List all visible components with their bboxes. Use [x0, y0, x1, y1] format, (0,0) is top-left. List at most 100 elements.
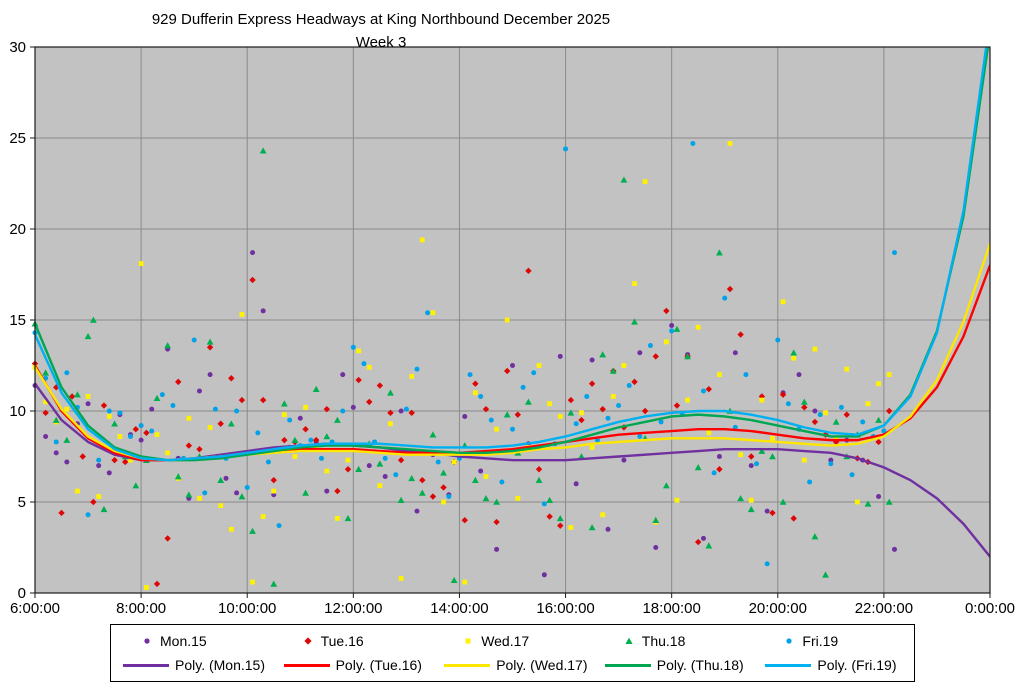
scatter-point-series3 [249, 527, 256, 534]
scatter-point-series2 [547, 401, 553, 407]
scatter-point-series0 [366, 463, 372, 469]
scatter-point-series0 [350, 404, 356, 410]
scatter-point-series0 [297, 415, 303, 421]
scatter-point-series1 [249, 276, 256, 284]
scatter-point-series2 [844, 366, 850, 372]
scatter-point-series2 [695, 324, 701, 330]
scatter-point-series3 [74, 391, 81, 398]
scatter-point-series4 [499, 479, 505, 485]
scatter-point-series0 [892, 546, 897, 552]
scatter-point-series4 [669, 328, 675, 334]
scatter-point-series3 [450, 576, 458, 584]
scatter-point-series1 [811, 418, 819, 426]
scatter-point-series4 [520, 384, 526, 390]
scatter-point-series3 [779, 498, 787, 505]
scatter-point-series0 [43, 433, 49, 439]
scatter-point-series1 [503, 367, 511, 375]
legend-entry-fri19[interactable]: Fri.19 [753, 633, 914, 649]
scatter-point-series1 [748, 453, 755, 460]
scatter-point-series3 [800, 398, 808, 405]
scatter-point-series0 [637, 350, 643, 356]
scatter-point-series1 [631, 378, 638, 386]
scatter-point-series1 [599, 405, 606, 413]
legend-entry-wed17[interactable]: Wed.17 [432, 633, 593, 649]
scatter-point-series2 [324, 468, 330, 474]
scatter-point-series3 [694, 464, 702, 471]
scatter-point-series3 [599, 351, 607, 358]
scatter-point-series0 [64, 459, 70, 465]
scatter-point-series3 [546, 496, 554, 503]
mon15-dot-icon [141, 635, 153, 647]
scatter-point-series1 [726, 285, 734, 293]
scatter-point-series2 [207, 424, 213, 430]
scatter-point-series2 [271, 488, 277, 494]
fri19-dot-icon [783, 635, 795, 647]
scatter-point-series1 [121, 458, 129, 466]
scatter-point-series0 [876, 494, 882, 500]
scatter-point-series1 [419, 476, 426, 484]
scatter-point-series3 [185, 491, 193, 498]
scatter-point-series0 [764, 508, 770, 514]
scatter-point-series3 [588, 524, 596, 531]
scatter-point-series1 [557, 522, 564, 529]
scatter-point-series1 [323, 405, 331, 413]
scatter-point-series4 [96, 457, 102, 463]
scatter-point-series0 [653, 545, 659, 550]
scatter-point-series1 [567, 396, 575, 404]
chart-legend[interactable]: Mon.15 Tue.16 Wed.17 Thu.18 Fri.19 [110, 624, 915, 682]
legend-entry-poly-wed17[interactable]: Poly. (Wed.17) [432, 657, 593, 673]
scatter-point-series0 [138, 437, 144, 443]
chart-svg[interactable]: 6:00:00 8:00:00 10:00:00 12:00:00 14:00:00 16… [0, 0, 1024, 620]
scatter-point-series3 [397, 496, 405, 503]
scatter-point-series2 [865, 401, 871, 407]
scatter-point-series1 [366, 398, 373, 406]
legend-entry-thu18[interactable]: Thu.18 [593, 633, 754, 649]
scatter-point-series1 [578, 416, 585, 424]
legend-entry-poly-fri19[interactable]: Poly. (Fri.19) [753, 657, 914, 673]
legend-entry-mon15[interactable]: Mon.15 [111, 633, 272, 649]
scatter-point-series3 [790, 349, 798, 356]
scatter-point-series2 [568, 525, 574, 530]
scatter-point-series3 [206, 338, 214, 345]
scatter-point-series3 [482, 494, 490, 502]
scatter-point-series0 [324, 488, 330, 494]
x-tick-label: 18:00:00 [642, 600, 700, 617]
scatter-point-series2 [536, 363, 542, 368]
scatter-point-series4 [117, 410, 123, 416]
scatter-point-series2 [419, 237, 425, 243]
scatter-point-series4 [775, 337, 781, 343]
scatter-point-series2 [228, 526, 234, 532]
scatter-point-series4 [446, 494, 452, 500]
x-tick-label: 6:00:00 [10, 600, 60, 617]
scatter-point-series2 [515, 495, 521, 501]
legend-label-poly-tue16: Poly. (Tue.16) [335, 657, 422, 673]
scatter-point-series2 [75, 488, 80, 494]
scatter-point-series2 [770, 435, 775, 441]
scatter-point-series4 [510, 426, 515, 432]
scatter-point-series1 [716, 466, 723, 473]
scatter-point-series2 [409, 374, 415, 379]
thu18-triangle-icon [623, 635, 635, 647]
scatter-point-series2 [335, 515, 340, 521]
scatter-point-series4 [350, 344, 356, 350]
scatter-point-series2 [717, 372, 722, 377]
scatter-point-series4 [191, 337, 197, 343]
legend-entry-poly-mon15[interactable]: Poly. (Mon.15) [111, 657, 272, 673]
scatter-point-series3 [440, 469, 447, 476]
legend-entry-poly-thu18[interactable]: Poly. (Thu.18) [593, 657, 754, 673]
scatter-point-series2 [281, 412, 287, 418]
scatter-point-series0 [557, 353, 563, 359]
x-tick-label: 20:00:00 [749, 600, 807, 617]
scatter-point-series1 [312, 436, 320, 444]
scatter-point-series0 [250, 250, 256, 256]
scatter-point-series3 [270, 580, 278, 587]
scatter-point-series4 [53, 439, 59, 445]
legend-entry-poly-tue16[interactable]: Poly. (Tue.16) [272, 657, 433, 673]
scatter-point-series1 [397, 456, 405, 464]
scatter-point-series3 [418, 489, 426, 496]
scatter-point-series2 [663, 339, 669, 345]
legend-entry-tue16[interactable]: Tue.16 [272, 633, 433, 649]
poly-tue16-line-icon [283, 663, 330, 667]
scatter-point-series0 [716, 454, 722, 459]
scatter-point-series2 [727, 141, 733, 146]
